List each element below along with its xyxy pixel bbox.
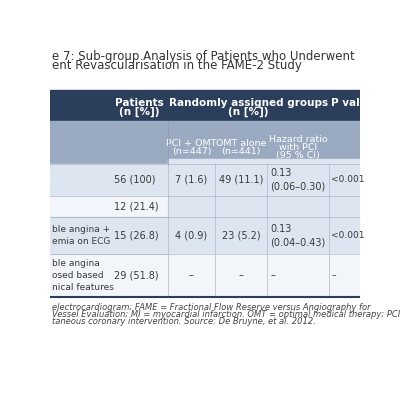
Text: 15 (26.8): 15 (26.8) <box>114 231 159 241</box>
Bar <box>50 218 360 254</box>
Text: with PCI: with PCI <box>279 143 317 152</box>
Text: <0.001: <0.001 <box>331 175 365 184</box>
Text: taneous coronary intervention. Source: De Bruyne, et al. 2012.: taneous coronary intervention. Source: D… <box>52 317 316 326</box>
Text: (95 % CI): (95 % CI) <box>276 151 320 160</box>
Bar <box>168 159 360 218</box>
Text: electrocardiogram; FAME = Fractional Flow Reserve versus Angiography for: electrocardiogram; FAME = Fractional Flo… <box>52 303 371 312</box>
Text: ble angina +
emia on ECG: ble angina + emia on ECG <box>52 226 110 246</box>
Text: Vessel Evaluation; MI = myocardial infarction. OMT = optimal medical therapy; PC: Vessel Evaluation; MI = myocardial infar… <box>52 310 400 319</box>
Text: (n=447): (n=447) <box>172 147 211 156</box>
Text: ent Revascularisation in the FAME-2 Study: ent Revascularisation in the FAME-2 Stud… <box>52 59 302 72</box>
Text: Patients: Patients <box>115 98 164 108</box>
Bar <box>50 196 360 218</box>
Text: ble angina
osed based
nical features: ble angina osed based nical features <box>52 259 114 292</box>
Text: Hazard ratio: Hazard ratio <box>269 135 327 144</box>
Text: 0.13
(0.06–0.30): 0.13 (0.06–0.30) <box>270 168 325 191</box>
Text: –: – <box>270 270 275 280</box>
Text: (n [%]): (n [%]) <box>119 106 159 117</box>
Text: (n [%]): (n [%]) <box>228 106 269 117</box>
Text: 0.13
(0.04–0.43): 0.13 (0.04–0.43) <box>270 224 325 248</box>
Bar <box>50 90 360 121</box>
Bar <box>50 164 360 196</box>
Text: 12 (21.4): 12 (21.4) <box>114 202 159 212</box>
Text: 7 (1.6): 7 (1.6) <box>175 175 208 185</box>
Text: 23 (5.2): 23 (5.2) <box>222 231 260 241</box>
Bar <box>50 121 360 164</box>
Text: e 7: Sub-group Analysis of Patients who Underwent: e 7: Sub-group Analysis of Patients who … <box>52 50 355 62</box>
Text: OMT alone: OMT alone <box>216 139 266 148</box>
Text: P value: P value <box>331 98 374 108</box>
Text: (n=441): (n=441) <box>221 147 261 156</box>
Text: 4 (0.9): 4 (0.9) <box>175 231 208 241</box>
Bar <box>50 254 360 297</box>
Text: <0.001: <0.001 <box>331 231 365 240</box>
Text: 49 (11.1): 49 (11.1) <box>219 175 263 185</box>
Text: Randomly assigned groups: Randomly assigned groups <box>169 98 328 108</box>
Text: –: – <box>331 271 336 280</box>
Text: 29 (51.8): 29 (51.8) <box>114 270 159 280</box>
Text: PCI + OMT: PCI + OMT <box>166 139 217 148</box>
Text: –: – <box>189 270 194 280</box>
Text: –: – <box>238 270 244 280</box>
Text: 56 (100): 56 (100) <box>114 175 156 185</box>
